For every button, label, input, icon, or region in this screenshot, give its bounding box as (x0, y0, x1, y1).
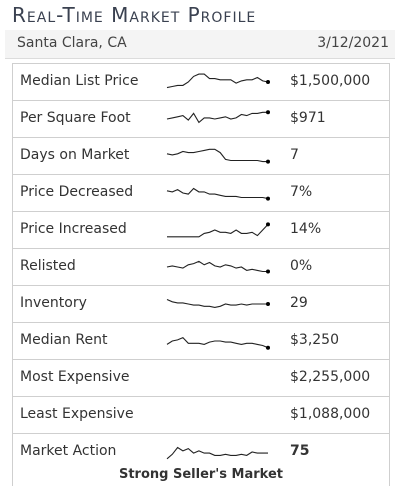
most-expensive-value: $2,255,000 (290, 369, 371, 385)
row-relisted: Relisted 0% (13, 249, 389, 286)
row-median-list-price: Median List Price $1,500,000 (13, 64, 389, 101)
median-rent-trend-endpoint (266, 345, 270, 350)
market-action-value: 75 (290, 443, 310, 459)
inventory-label: Inventory (20, 295, 87, 311)
price-increased-sparkline (167, 222, 270, 238)
relisted-sparkline (166, 260, 270, 274)
row-most-expensive: Most Expensive $2,255,000 (13, 360, 389, 397)
median-list-price-value: $1,500,000 (290, 73, 371, 89)
most-expensive-label: Most Expensive (20, 369, 130, 385)
days-on-market-sparkline (166, 148, 270, 164)
days-on-market-trend-line (166, 148, 268, 163)
least-expensive-value: $1,088,000 (290, 406, 371, 422)
per-square-foot-sparkline (166, 110, 270, 124)
relisted-value: 0% (290, 258, 313, 274)
inventory-value: 29 (290, 295, 308, 311)
market-action-label: Market Action (20, 443, 117, 459)
median-list-price-trend-endpoint (266, 80, 270, 84)
row-inventory: Inventory 29 (13, 286, 389, 323)
row-price-decreased: Price Decreased 7% (13, 175, 389, 212)
per-square-foot-value: $971 (290, 110, 326, 126)
market-profile-table: Median List Price $1,500,000 Per Square Fo… (12, 63, 390, 486)
row-least-expensive: Least Expensive $1,088,000 (13, 397, 389, 434)
row-price-increased: Price Increased 14% (13, 212, 389, 249)
per-square-foot-trend-line (166, 111, 268, 124)
median-rent-trend-line (166, 336, 269, 349)
price-increased-trend-endpoint (266, 222, 270, 227)
market-action-sparkline (166, 446, 268, 460)
row-median-rent: Median Rent $3,250 (13, 323, 389, 360)
price-decreased-label: Price Decreased (20, 184, 134, 200)
most-expensive-sparkline (165, 367, 270, 389)
market-action-trend-line (166, 446, 268, 460)
median-list-price-label: Median List Price (20, 73, 139, 89)
median-list-price-sparkline (166, 73, 270, 89)
median-rent-value: $3,250 (290, 332, 339, 348)
least-expensive-sparkline (165, 404, 270, 426)
price-increased-label: Price Increased (20, 221, 127, 237)
median-list-price-trend-line (166, 73, 269, 89)
price-increased-trend-line (167, 224, 269, 238)
inventory-trend-line (166, 298, 268, 308)
row-market-action: Market Action 75 Strong Seller's Market (13, 434, 389, 486)
relisted-label: Relisted (20, 258, 76, 274)
market-verdict: Strong Seller's Market (118, 467, 284, 482)
price-decreased-trend-line (166, 187, 269, 200)
row-per-square-foot: Per Square Foot $971 (13, 101, 389, 138)
price-decreased-value: 7% (290, 184, 313, 200)
price-decreased-trend-endpoint (266, 196, 270, 201)
per-square-foot-label: Per Square Foot (20, 110, 131, 126)
least-expensive-label: Least Expensive (20, 406, 134, 422)
days-on-market-label: Days on Market (20, 147, 130, 163)
page-title: Real-Time Market Profile (12, 3, 257, 27)
inventory-trend-endpoint (266, 302, 270, 306)
days-on-market-trend-endpoint (266, 159, 270, 164)
days-on-market-value: 7 (290, 147, 299, 163)
median-rent-sparkline (166, 336, 270, 350)
per-square-foot-trend-endpoint (266, 110, 270, 115)
inventory-sparkline (166, 298, 270, 308)
price-increased-value: 14% (290, 221, 322, 237)
price-decreased-sparkline (166, 187, 270, 201)
median-rent-label: Median Rent (20, 332, 108, 348)
location-text: Santa Clara, CA (17, 35, 127, 51)
location-bar: Santa Clara, CA 3/12/2021 (5, 30, 395, 59)
row-days-on-market: Days on Market 7 (13, 138, 389, 175)
relisted-trend-line (166, 260, 268, 273)
relisted-trend-endpoint (266, 269, 270, 274)
date-text: 3/12/2021 (317, 35, 389, 51)
